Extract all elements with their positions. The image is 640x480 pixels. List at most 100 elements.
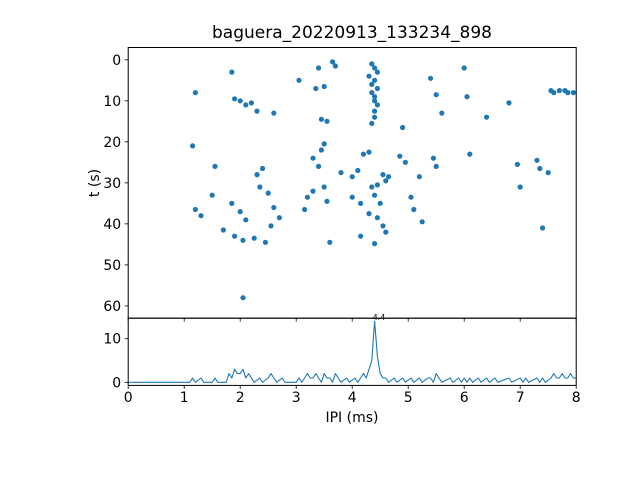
scatter-point (537, 165, 543, 172)
scatter-point (229, 69, 235, 75)
y-tick-label-bottom: 0 (112, 375, 121, 391)
scatter-point (321, 184, 327, 190)
x-tick-label: 7 (516, 390, 525, 406)
scatter-point (271, 110, 277, 116)
scatter-point (514, 161, 521, 167)
scatter-point (551, 90, 557, 96)
scatter-point (248, 100, 254, 106)
scatter-point (428, 75, 434, 81)
scatter-point (321, 141, 327, 147)
y-tick-label-top: 0 (112, 53, 121, 69)
scatter-point (243, 102, 249, 108)
scatter-point (240, 295, 246, 301)
scatter-point (310, 155, 316, 161)
scatter-point (369, 184, 375, 190)
scatter-point (232, 233, 238, 239)
scatter-point (358, 200, 364, 206)
scatter-point (556, 88, 563, 94)
scatter-point (254, 172, 260, 178)
scatter-point (517, 184, 523, 190)
scatter-point (366, 149, 372, 155)
scatter-point (366, 73, 372, 79)
scatter-point (324, 118, 330, 124)
scatter-point (313, 85, 319, 92)
scatter-point (372, 65, 378, 71)
scatter-point (251, 235, 257, 241)
scatter-point (374, 182, 380, 188)
scatter-point (386, 174, 392, 180)
scatter-point (198, 213, 204, 219)
scatter-point (296, 77, 302, 83)
top-axes-frame (127, 47, 577, 319)
scatter-point (419, 219, 425, 225)
scatter-point (506, 100, 512, 106)
y-tick-label-top: 20 (103, 135, 121, 151)
scatter-point (192, 206, 198, 213)
scatter-point (411, 206, 417, 213)
scatter-point (304, 194, 310, 200)
scatter-point (372, 94, 378, 100)
scatter-point (271, 204, 277, 211)
scatter-point (369, 90, 375, 96)
scatter-point (265, 190, 271, 196)
scatter-point (372, 98, 378, 104)
ipi-count-line (128, 320, 577, 383)
scatter-point (372, 114, 378, 120)
x-tick-label: 8 (572, 390, 581, 406)
scatter-point (190, 143, 196, 149)
scatter-point (369, 81, 375, 87)
scatter-point (380, 172, 386, 178)
scatter-point (349, 194, 355, 200)
scatter-point (327, 239, 333, 245)
scatter-point (540, 225, 546, 231)
scatter-point (372, 77, 378, 83)
scatter-point (430, 155, 436, 161)
scatter-point (330, 59, 336, 65)
scatter-point (229, 200, 235, 206)
x-tick-label: 3 (292, 390, 301, 406)
scatter-point (439, 110, 445, 116)
scatter-point (402, 159, 408, 165)
scatter-point (355, 167, 361, 174)
scatter-point (377, 200, 383, 206)
scatter-point (310, 188, 316, 194)
y-tick-label-top: 10 (103, 94, 121, 110)
scatter-point (570, 90, 577, 96)
scatter-point (209, 192, 215, 198)
scatter-point (237, 98, 243, 104)
scatter-point (276, 215, 282, 221)
scatter-point (565, 90, 571, 96)
scatter-point (360, 151, 366, 157)
scatter-point (372, 241, 378, 247)
scatter-point (374, 102, 380, 108)
scatter-point (366, 211, 372, 217)
scatter-point (383, 229, 389, 235)
scatter-point (257, 184, 263, 190)
peak-annotation: 4.4 (373, 313, 386, 322)
scatter-point (332, 63, 338, 69)
scatter-point (254, 108, 260, 114)
scatter-point (383, 178, 389, 184)
x-tick-label: 2 (236, 390, 245, 406)
scatter-point (372, 108, 378, 114)
scatter-point (374, 85, 380, 92)
scatter-point (324, 198, 330, 204)
x-axis-label: IPI (ms) (325, 410, 379, 426)
scatter-point (358, 233, 364, 239)
scatter-point (240, 237, 246, 243)
scatter-point (400, 124, 406, 131)
scatter-point (369, 61, 375, 67)
scatter-point (397, 153, 403, 159)
x-tick-label: 4 (348, 390, 357, 406)
scatter-point (433, 163, 439, 169)
chart-title: baguera_20220913_133234_898 (211, 23, 492, 43)
x-tick-label: 5 (404, 390, 413, 406)
scatter-point (461, 65, 467, 71)
scatter-point (374, 215, 380, 221)
y-tick-label-top: 50 (103, 258, 121, 274)
bottom-axes-frame (127, 317, 577, 386)
scatter-point (302, 206, 308, 213)
scatter-point (318, 116, 324, 122)
